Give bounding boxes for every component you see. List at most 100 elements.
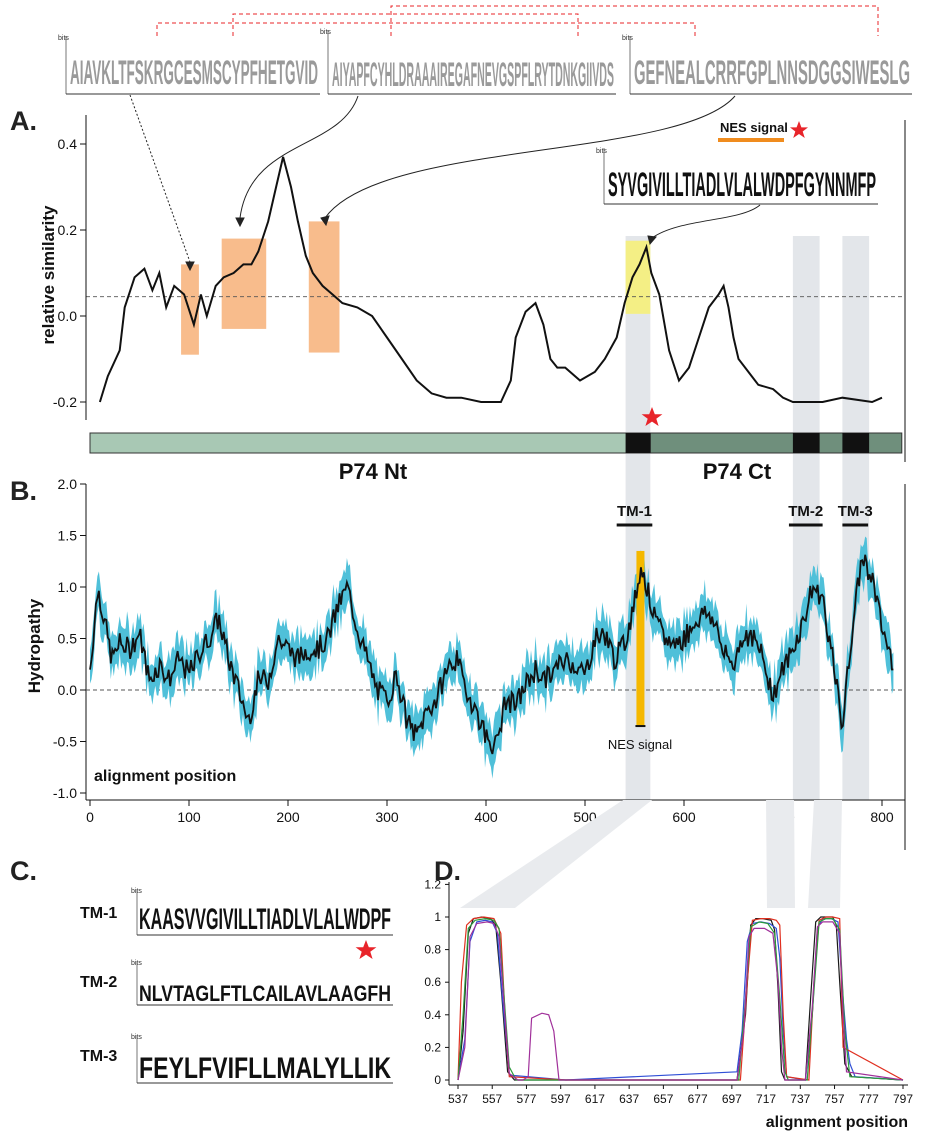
panel-a-y-ticks: 0.4 0.2 0.0 -0.2: [53, 136, 86, 410]
logo-top3: bits GEFNEALCRRFGPLNNSDGGSIWESLG: [622, 35, 912, 95]
tick-label: 0: [434, 1073, 441, 1087]
tick-label: 797: [893, 1092, 913, 1106]
star-icon: [641, 407, 663, 426]
panel-b: Hydropathy 2.0 1.5 1.0 0.5 0.0 -0.5 -1.0 0 100 2…: [25, 476, 906, 850]
tick-label: 100: [177, 809, 201, 825]
arrow-line: [324, 95, 736, 219]
tick-label: 697: [722, 1092, 742, 1106]
logo-arrows: [129, 94, 761, 272]
panel-b-x-axis-label: alignment position: [94, 768, 236, 785]
tm-labels: TM-1 TM-2 TM-3: [616, 503, 873, 527]
tick-label: 597: [551, 1092, 571, 1106]
tick-label: 1.2: [424, 877, 441, 891]
logo-text: KAASVVGIVILLTIADLVLALWDPF: [139, 903, 391, 936]
arrow-head: [320, 215, 330, 227]
tm-shaded-bands: [625, 236, 870, 800]
nes-signal-bar: [718, 138, 784, 142]
logo-bits-label: bits: [58, 35, 69, 42]
tm-band: [842, 236, 870, 800]
tm-block: [625, 433, 651, 453]
tick-label: 2.0: [58, 476, 78, 492]
nes-signal-bar: [636, 550, 645, 727]
arrow-line: [239, 95, 359, 219]
panel-b-y-ticks: 2.0 1.5 1.0 0.5 0.0 -0.5 -1.0: [53, 476, 86, 801]
domain-architecture-bar: P74 Nt P74 Ct: [89, 432, 903, 484]
tick-label: 577: [516, 1092, 536, 1106]
tm-row-label: TM-1: [80, 905, 117, 922]
logo-bits-label: bits: [320, 29, 331, 36]
logo-text: AIYAPFCYHLDRAAAIREGAFNEVGSPFLRYTDNKGIIVD…: [332, 56, 614, 94]
logo-text: SYVGIVILLTIADLVLALWDPFGYNNMFP: [608, 166, 876, 204]
arrow-head: [185, 261, 195, 272]
tick-label: -0.2: [53, 394, 77, 410]
panel-letter-b: B.: [10, 476, 37, 506]
star-icon: [355, 940, 377, 959]
star-icon: [790, 121, 808, 138]
tick-label: 637: [619, 1092, 639, 1106]
tick-label: 617: [585, 1092, 605, 1106]
logo-top1: bits AIAVKLTFSKRGCESMSCYPFHETGVID: [58, 35, 320, 95]
tm-band: [792, 236, 820, 800]
tm-row-label: TM-3: [80, 1048, 117, 1065]
tick-label: 1.0: [58, 579, 78, 595]
connector-line: [156, 22, 696, 36]
highlight-box: [221, 238, 267, 329]
arrow-line: [129, 94, 191, 263]
tick-label: 0.6: [424, 975, 441, 989]
tm-row-label: TM-2: [80, 974, 117, 991]
tick-label: 0.2: [58, 222, 78, 238]
nes-signal-label: NES signal: [720, 120, 788, 135]
highlight-box: [625, 240, 651, 314]
nes-logo-inset: NES signal bits SYVGIVILLTIADLVLALWDPFGY…: [596, 120, 878, 205]
arrow-line: [651, 204, 761, 239]
tick-label: 737: [790, 1092, 810, 1106]
arrow-head: [647, 235, 657, 246]
tick-label: 537: [448, 1092, 468, 1106]
tick-label: 0.8: [424, 943, 441, 957]
panel-d-x-axis-label: alignment position: [766, 1114, 908, 1131]
tick-label: 1: [434, 910, 441, 924]
zoom-wedge: [460, 800, 652, 908]
panel-d-series: [457, 916, 904, 1081]
tick-label: 0.2: [424, 1040, 441, 1054]
tm-label: TM-1: [617, 503, 652, 520]
tick-label: 0.4: [424, 1008, 441, 1022]
arrow-head: [235, 217, 245, 228]
panel-letter-c: C.: [10, 856, 37, 886]
tm-block: [842, 433, 870, 453]
tm3-logo: bits FEYLFVIFLLMALYLLIK: [131, 1034, 393, 1085]
tick-label: 557: [482, 1092, 502, 1106]
zoom-wedge: [808, 800, 842, 908]
tick-label: 200: [276, 809, 300, 825]
logo-bits-label: bits: [622, 35, 633, 42]
series-line: [457, 916, 904, 1081]
domain-segment: [89, 432, 651, 454]
tm1-logo: bits KAASVVGIVILLTIADLVLALWDPF: [131, 888, 393, 936]
hydropathy-line: [89, 554, 894, 755]
cysteine-connectors: [156, 5, 879, 36]
panel-a-highlights: [181, 221, 651, 355]
nes-signal-label: NES signal: [608, 737, 672, 752]
connector-line: [390, 5, 879, 36]
tick-label: 677: [688, 1092, 708, 1106]
segment-label-ct: P74 Ct: [703, 459, 772, 484]
panel-c: TM-1 TM-2 TM-3 bits KAASVVGIVILLTIADLVLA…: [80, 888, 393, 1085]
connector-line: [232, 13, 579, 36]
tick-label: 400: [474, 809, 498, 825]
series-line: [457, 918, 904, 1081]
panel-letter-a: A.: [10, 106, 37, 136]
panel-d: 1.2 1 0.8 0.6 0.4 0.2 0 537 557 577 597 617 637 657 6…: [424, 877, 913, 1131]
logo-text: GEFNEALCRRFGPLNNSDGGSIWESLG: [634, 54, 910, 92]
series-line: [457, 921, 904, 1081]
similarity-line: [98, 156, 883, 404]
series-line: [457, 916, 904, 1081]
tm-label: TM-2: [788, 503, 823, 520]
tick-label: 657: [653, 1092, 673, 1106]
logo-text: FEYLFVIFLLMALYLLIK: [139, 1052, 391, 1085]
tick-label: -0.5: [53, 734, 77, 750]
tick-label: 1.5: [58, 528, 78, 544]
tick-label: 800: [870, 809, 894, 825]
logo-bits-label: bits: [596, 148, 607, 155]
tick-label: 717: [756, 1092, 776, 1106]
panel-d-x-ticks: 537 557 577 597 617 637 657 677 697 717 737 757 777 7…: [448, 1085, 913, 1106]
